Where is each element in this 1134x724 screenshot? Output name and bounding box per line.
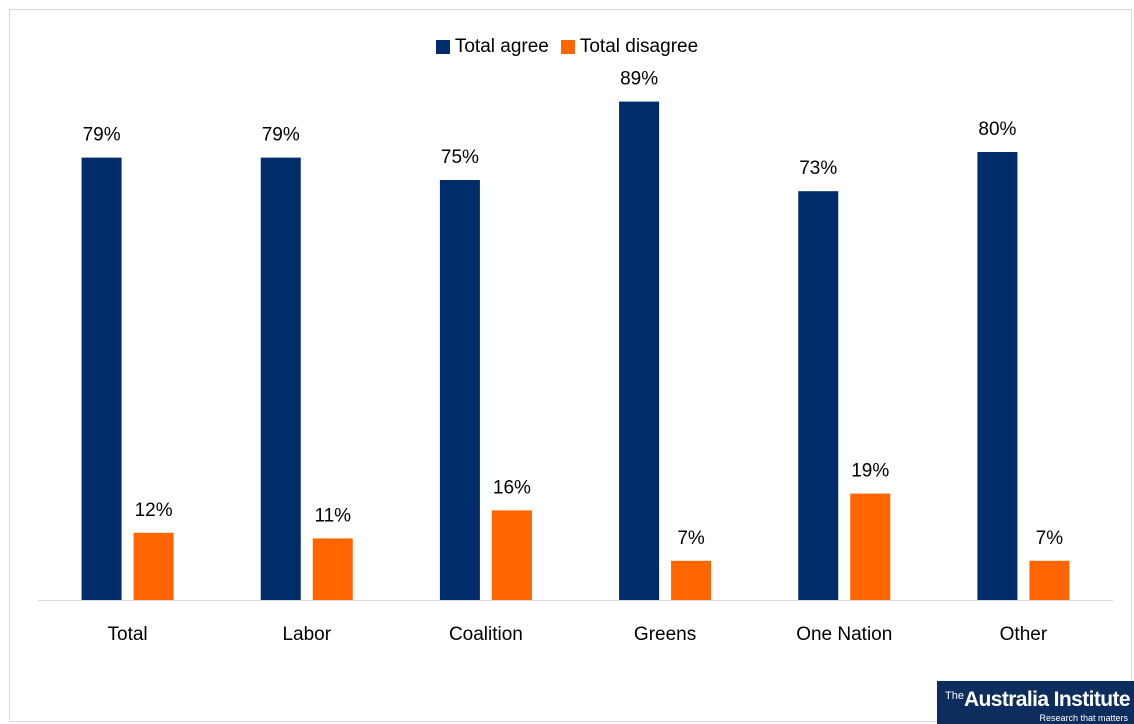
data-label-total-disagree-other: 7% [1036, 528, 1064, 549]
data-label-total-disagree-coalition: 16% [493, 477, 531, 498]
legend-item-total-agree: Total agree [435, 36, 549, 58]
chart-frame [9, 9, 1132, 722]
data-label-total-disagree-total: 12% [135, 500, 173, 521]
data-label-total-disagree-labor: 11% [314, 505, 351, 526]
x-tick-label-greens: Greens [634, 624, 696, 645]
x-tick-label-other: Other [1000, 624, 1048, 645]
data-label-total-agree-other: 80% [978, 119, 1016, 140]
logo-name: Australia Institute [963, 688, 1131, 711]
x-tick-label-coalition: Coalition [449, 624, 523, 645]
data-label-total-agree-total: 79% [83, 125, 121, 146]
data-label-total-agree-coalition: 75% [441, 147, 479, 168]
x-tick-label-one-nation: One Nation [796, 624, 892, 645]
legend-swatch-total-disagree [560, 40, 575, 54]
data-label-total-disagree-greens: 7% [677, 528, 705, 549]
legend-label-total-agree: Total agree [454, 36, 549, 57]
bar-total-agree-total [81, 157, 122, 600]
legend-item-total-disagree: Total disagree [560, 36, 699, 58]
bar-total-agree-one-nation [798, 191, 839, 600]
legend-swatch-total-agree [435, 40, 450, 54]
x-tick-label-labor: Labor [282, 624, 331, 645]
data-label-total-agree-one-nation: 73% [799, 158, 837, 179]
bar-total-disagree-other [1029, 560, 1070, 600]
bar-total-disagree-total [133, 532, 174, 600]
data-label-total-disagree-one-nation: 19% [851, 461, 889, 482]
logo-tagline: Research that matters [1039, 713, 1128, 723]
legend-label-total-disagree: Total disagree [579, 36, 699, 57]
bar-total-disagree-labor [312, 538, 353, 600]
logo-wordmark: TheAustralia Institute [945, 684, 1131, 712]
bar-total-agree-labor [260, 157, 301, 600]
x-tick-label-total: Total [108, 624, 148, 645]
chart-legend: Total agree Total disagree [0, 36, 1134, 58]
data-label-total-agree-greens: 89% [620, 69, 658, 90]
logo-prefix: The [945, 690, 964, 702]
bar-total-disagree-coalition [491, 510, 532, 600]
bar-total-disagree-greens [671, 560, 712, 600]
data-label-total-agree-labor: 79% [262, 125, 300, 146]
bar-total-disagree-one-nation [850, 493, 891, 600]
bar-total-agree-greens [619, 101, 660, 600]
bar-total-agree-other [977, 152, 1018, 600]
bar-total-agree-coalition [439, 180, 480, 600]
australia-institute-logo: TheAustralia Institute Research that mat… [937, 681, 1134, 724]
